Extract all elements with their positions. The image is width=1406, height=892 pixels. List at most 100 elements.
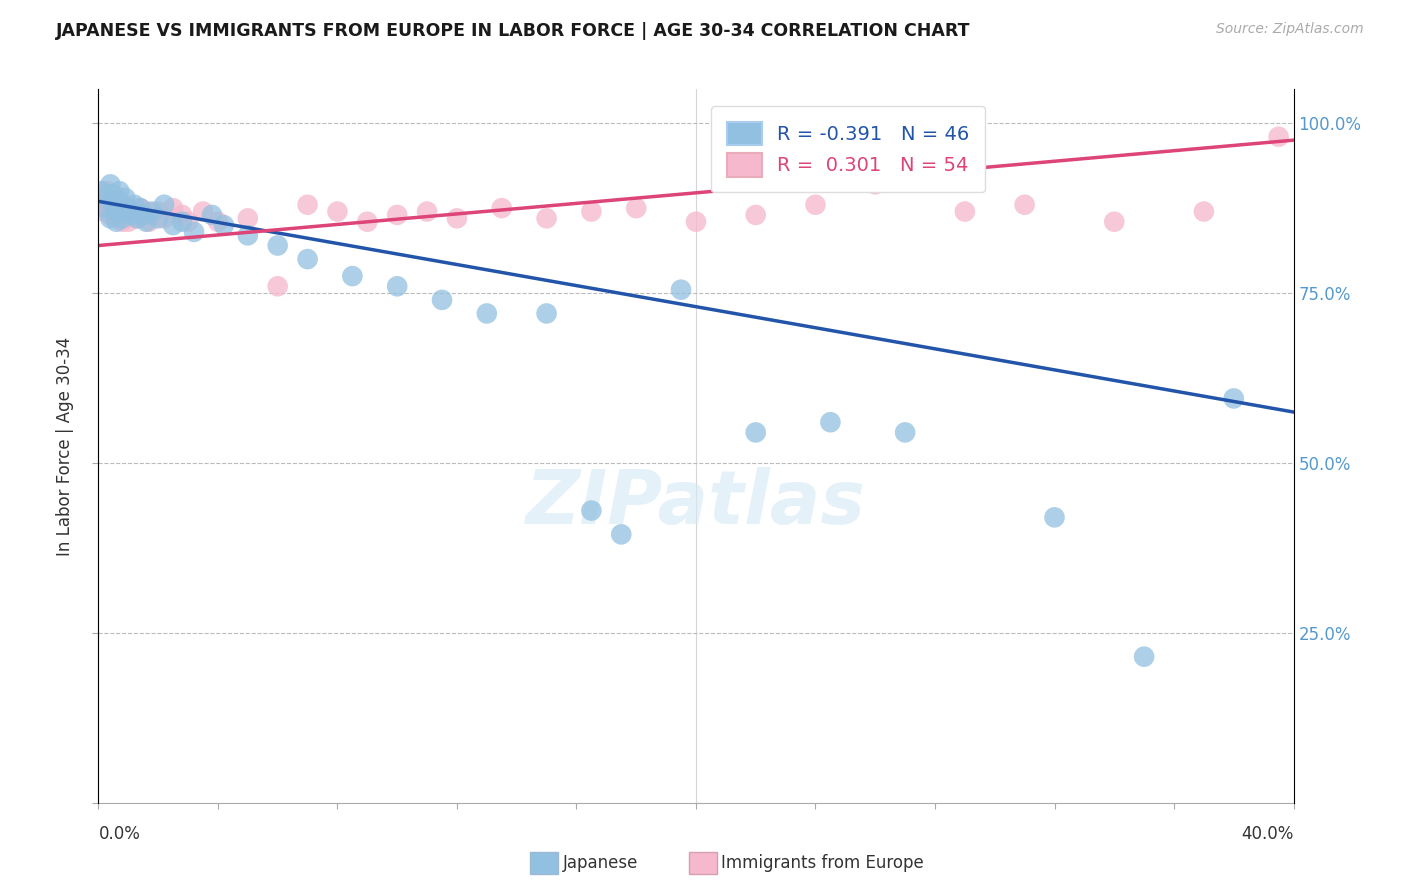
Point	[626, 201, 648, 215]
Point	[129, 201, 152, 215]
Point	[745, 425, 768, 440]
Point	[108, 198, 131, 212]
Point	[201, 208, 224, 222]
Point	[172, 208, 194, 222]
Point	[90, 184, 112, 198]
Point	[111, 211, 134, 226]
Point	[114, 211, 136, 226]
Point	[93, 204, 115, 219]
Point	[93, 201, 115, 215]
Point	[103, 194, 125, 209]
Point	[117, 215, 139, 229]
Point	[191, 204, 214, 219]
Point	[108, 208, 131, 222]
Point	[103, 204, 125, 219]
Point	[356, 215, 378, 229]
Point	[111, 204, 134, 219]
Point	[114, 201, 136, 215]
Point	[894, 425, 917, 440]
Point	[108, 184, 131, 198]
Point	[138, 215, 160, 229]
Point	[267, 279, 290, 293]
Point	[1192, 204, 1215, 219]
Point	[745, 208, 768, 222]
Point	[1267, 129, 1289, 144]
Point	[114, 191, 136, 205]
Point	[183, 225, 205, 239]
Point	[236, 211, 259, 226]
Point	[1043, 510, 1066, 524]
Y-axis label: In Labor Force | Age 30-34: In Labor Force | Age 30-34	[56, 336, 75, 556]
Point	[804, 198, 827, 212]
Point	[669, 283, 692, 297]
Point	[90, 198, 112, 212]
Point	[153, 198, 176, 212]
Point	[100, 211, 122, 226]
Point	[105, 215, 128, 229]
Point	[1133, 649, 1156, 664]
Text: Source: ZipAtlas.com: Source: ZipAtlas.com	[1216, 22, 1364, 37]
Point	[1014, 198, 1036, 212]
Point	[610, 527, 633, 541]
Point	[141, 208, 163, 222]
Point	[127, 211, 149, 226]
Point	[475, 306, 498, 320]
Point	[385, 279, 409, 293]
Point	[103, 198, 125, 212]
Point	[153, 211, 176, 226]
Point	[117, 204, 139, 219]
Legend: R = -0.391   N = 46, R =  0.301   N = 54: R = -0.391 N = 46, R = 0.301 N = 54	[711, 106, 986, 193]
Point	[236, 228, 259, 243]
Point	[581, 204, 603, 219]
Point	[385, 208, 409, 222]
Point	[172, 215, 194, 229]
Point	[148, 204, 170, 219]
Point	[865, 178, 887, 192]
Point	[446, 211, 468, 226]
Point	[953, 204, 976, 219]
Point	[820, 415, 842, 429]
Text: ZIPatlas: ZIPatlas	[526, 467, 866, 540]
Text: Immigrants from Europe: Immigrants from Europe	[721, 855, 924, 872]
Point	[111, 204, 134, 219]
Text: Japanese: Japanese	[562, 855, 638, 872]
Point	[96, 187, 118, 202]
Point	[117, 201, 139, 215]
Point	[1104, 215, 1126, 229]
Point	[129, 201, 152, 215]
Point	[105, 211, 128, 226]
Point	[267, 238, 290, 252]
Point	[342, 269, 364, 284]
Point	[108, 194, 131, 209]
Point	[132, 208, 155, 222]
Point	[124, 204, 146, 219]
Point	[135, 215, 157, 229]
Point	[141, 204, 163, 219]
Point	[135, 204, 157, 219]
Text: 0.0%: 0.0%	[98, 825, 141, 843]
Point	[132, 208, 155, 222]
Point	[297, 252, 319, 266]
Point	[162, 218, 184, 232]
Point	[212, 218, 235, 232]
Point	[100, 198, 122, 212]
Point	[685, 215, 707, 229]
Point	[430, 293, 453, 307]
Point	[103, 187, 125, 202]
Point	[100, 208, 122, 222]
Point	[96, 184, 118, 198]
Text: 40.0%: 40.0%	[1241, 825, 1294, 843]
Point	[148, 211, 170, 226]
Point	[416, 204, 439, 219]
Point	[100, 178, 122, 192]
Point	[111, 215, 134, 229]
Point	[326, 204, 349, 219]
Point	[581, 503, 603, 517]
Point	[96, 201, 118, 215]
Point	[105, 201, 128, 215]
Text: JAPANESE VS IMMIGRANTS FROM EUROPE IN LABOR FORCE | AGE 30-34 CORRELATION CHART: JAPANESE VS IMMIGRANTS FROM EUROPE IN LA…	[56, 22, 970, 40]
Point	[297, 198, 319, 212]
Point	[536, 306, 558, 320]
Point	[124, 198, 146, 212]
Point	[207, 215, 229, 229]
